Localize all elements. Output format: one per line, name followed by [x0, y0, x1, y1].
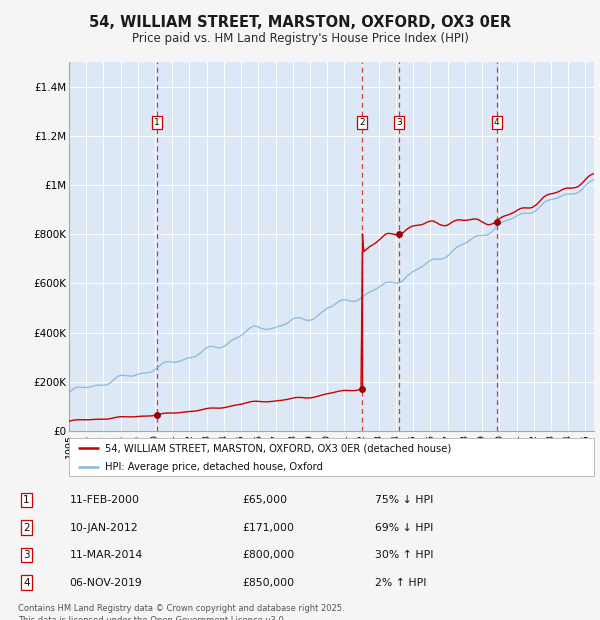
Text: 2: 2 — [23, 523, 30, 533]
Text: 4: 4 — [23, 578, 30, 588]
Text: 54, WILLIAM STREET, MARSTON, OXFORD, OX3 0ER (detached house): 54, WILLIAM STREET, MARSTON, OXFORD, OX3… — [105, 443, 451, 453]
Text: Price paid vs. HM Land Registry's House Price Index (HPI): Price paid vs. HM Land Registry's House … — [131, 32, 469, 45]
Text: 11-FEB-2000: 11-FEB-2000 — [70, 495, 140, 505]
Text: Contains HM Land Registry data © Crown copyright and database right 2025.
This d: Contains HM Land Registry data © Crown c… — [18, 604, 344, 620]
Text: 3: 3 — [23, 550, 30, 560]
Text: 30% ↑ HPI: 30% ↑ HPI — [375, 550, 433, 560]
Text: 2% ↑ HPI: 2% ↑ HPI — [375, 578, 427, 588]
Text: £171,000: £171,000 — [242, 523, 295, 533]
Text: 75% ↓ HPI: 75% ↓ HPI — [375, 495, 433, 505]
Text: 1: 1 — [23, 495, 30, 505]
Text: 11-MAR-2014: 11-MAR-2014 — [70, 550, 143, 560]
Text: £65,000: £65,000 — [242, 495, 287, 505]
Text: 1: 1 — [154, 118, 160, 127]
Text: £850,000: £850,000 — [242, 578, 295, 588]
Text: 3: 3 — [397, 118, 402, 127]
Text: 54, WILLIAM STREET, MARSTON, OXFORD, OX3 0ER: 54, WILLIAM STREET, MARSTON, OXFORD, OX3… — [89, 15, 511, 30]
Text: 69% ↓ HPI: 69% ↓ HPI — [375, 523, 433, 533]
Text: 2: 2 — [359, 118, 365, 127]
Text: £800,000: £800,000 — [242, 550, 295, 560]
Text: 10-JAN-2012: 10-JAN-2012 — [70, 523, 138, 533]
Text: HPI: Average price, detached house, Oxford: HPI: Average price, detached house, Oxfo… — [105, 461, 323, 472]
Text: 4: 4 — [494, 118, 500, 127]
Text: 06-NOV-2019: 06-NOV-2019 — [70, 578, 142, 588]
